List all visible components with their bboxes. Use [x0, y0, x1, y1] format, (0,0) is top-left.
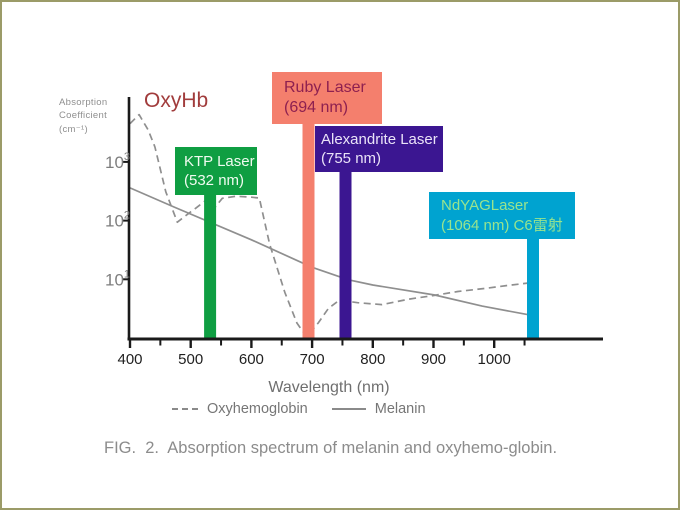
x-tick-label: 900 — [421, 351, 446, 368]
laser-name: Ruby Laser — [284, 78, 366, 96]
laser-box-ndyag: NdYAGLaser (1064 nm) C6雷射 — [429, 192, 575, 239]
x-axis-title: Wavelength (nm) — [268, 379, 390, 396]
curve-oxyhemoglobin — [129, 113, 528, 338]
laser-box-alexandrite: Alexandrite Laser (755 nm) — [315, 126, 443, 172]
x-tick-label: 500 — [178, 351, 203, 368]
laser-bar-755nm — [339, 172, 352, 340]
x-tick-label: 400 — [117, 351, 142, 368]
laser-wavelength: (1064 nm) C6雷射 — [441, 216, 563, 234]
y-axis-label-line3: (cm⁻¹) — [59, 123, 88, 135]
laser-wavelength: (755 nm) — [321, 150, 382, 167]
solid-line-sample — [331, 408, 366, 410]
x-tick-label: 600 — [239, 351, 264, 368]
laser-bar-532nm — [204, 195, 217, 340]
legend-label-oxyhemoglobin: Oxyhemoglobin — [207, 401, 308, 417]
figure-caption: FIG. 2. Absorption spectrum of melanin a… — [104, 439, 558, 457]
chart-legend: Oxyhemoglobin Melanin — [172, 401, 426, 417]
y-axis-label-line2: Coefficient — [59, 110, 108, 122]
laser-box-ktp: KTP Laser (532 nm) — [175, 147, 257, 195]
y-tick-label: 103 — [105, 151, 130, 172]
laser-name: Alexandrite Laser — [321, 130, 438, 148]
x-tick-label: 700 — [300, 351, 325, 368]
y-axis-label-line1: Absorption — [59, 97, 108, 108]
laser-bar-1064nm — [527, 239, 539, 340]
y-axis-label: Absorption Coefficient (cm⁻¹) — [59, 96, 107, 136]
y-tick-label: 101 — [105, 268, 130, 289]
x-tick-label: 1000 — [478, 351, 511, 368]
y-tick-label: 102 — [105, 210, 130, 231]
laser-wavelength: (694 nm) — [284, 99, 349, 116]
x-tick-label: 800 — [360, 351, 385, 368]
laser-name: KTP Laser — [184, 152, 255, 170]
oxyhb-annotation: OxyHb — [144, 89, 209, 112]
laser-box-ruby: Ruby Laser (694 nm) — [272, 72, 382, 124]
laser-bar-694nm — [302, 124, 315, 340]
legend-label-melanin: Melanin — [374, 401, 426, 417]
dashed-line-sample — [172, 408, 198, 410]
laser-wavelength: (532 nm) — [184, 172, 245, 189]
legend-item-oxyhemoglobin: Oxyhemoglobin — [172, 401, 308, 417]
legend-item-melanin: Melanin — [331, 401, 426, 417]
laser-name: NdYAGLaser — [441, 197, 529, 215]
